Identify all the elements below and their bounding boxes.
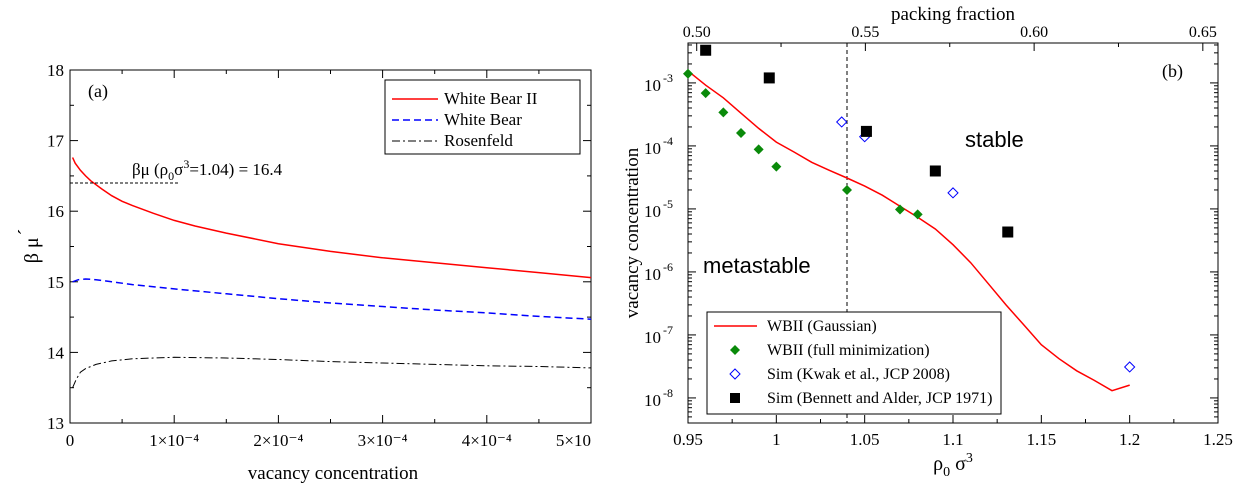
legend-label-sim-kwak: Sim (Kwak et al., JCP 2008) (767, 366, 950, 383)
point-sim-bennett-and-alder-jcp-1971 (700, 44, 712, 56)
point-sim-bennett-and-alder-jcp-1971 (763, 72, 775, 84)
y-tick-exponent-b: -8 (663, 386, 673, 400)
series-group-a (71, 157, 592, 388)
legend-a: White Bear II White Bear Rosenfeld (384, 79, 581, 155)
y-tick-label-a: 13 (47, 414, 64, 433)
point-wbii-full-minimization (700, 88, 711, 99)
x-tick-label-b: 1 (772, 430, 781, 449)
y-ticks-b: 10-810-710-610-510-410-3 (644, 44, 1218, 424)
legend-b: WBII (Gaussian) WBII (full minimization)… (706, 311, 1002, 415)
y-tick-label-a: 18 (47, 61, 64, 80)
legend-swatch-wbii-full (730, 345, 740, 355)
legend-label-white-bear: White Bear (444, 110, 522, 129)
region-label-stable: stable (965, 127, 1024, 152)
legend-label-sim-bennett: Sim (Bennett and Alder, JCP 1971) (767, 390, 992, 407)
x-tick-label-b: 1.15 (1026, 430, 1056, 449)
top-x-tick-label-b: 0.65 (1189, 24, 1217, 41)
panel-label-a: (a) (88, 81, 108, 102)
point-wbii-full-minimization (842, 184, 852, 195)
y-tick-label-b: 10 (644, 265, 661, 284)
legend-label-wbii-full: WBII (full minimization) (767, 342, 930, 359)
top-x-ticks-b: 0.50 0.55 0.60 0.65 (683, 24, 1217, 51)
x-ticks-b: 0.95 1 1.05 1.1 1.15 1.2 1.25 (673, 415, 1233, 449)
y-ticks-a: 13 14 15 16 17 18 (47, 61, 591, 433)
x-tick-label-b: 1.2 (1119, 430, 1140, 449)
top-x-axis-label-b: packing fraction (891, 4, 1015, 25)
x-tick-label-b: 1.1 (942, 430, 963, 449)
point-sim-bennett-and-alder-jcp-1971 (929, 165, 941, 177)
y-tick-label-a: 15 (47, 273, 64, 292)
point-sim-bennett-and-alder-jcp-1971 (1002, 226, 1014, 238)
point-sim-kwak-et-al-jcp-2008 (1123, 361, 1136, 373)
y-tick-label-b: 10 (644, 139, 661, 158)
svg-text:β μ´: β μ´ (15, 229, 43, 264)
y-tick-exponent-b: -5 (663, 197, 673, 211)
y-tick-label-b: 10 (644, 202, 661, 221)
top-x-tick-label-b: 0.60 (1020, 24, 1048, 41)
y-tick-exponent-b: -6 (663, 260, 673, 274)
y-axis-label-b: vacancy concentration (622, 147, 643, 318)
legend-box-b (706, 311, 1002, 415)
point-wbii-full-minimization (771, 161, 782, 172)
x-tick-label-b: 1.25 (1203, 430, 1233, 449)
y-tick-exponent-b: -3 (663, 71, 673, 85)
point-wbii-full-minimization (683, 68, 693, 79)
point-wbii-full-minimization (736, 128, 746, 139)
legend-label-wbii-gaussian: WBII (Gaussian) (767, 318, 877, 335)
y-tick-exponent-b: -7 (663, 323, 673, 337)
point-sim-kwak-et-al-jcp-2008 (835, 116, 848, 128)
y-tick-label-a: 16 (47, 202, 64, 221)
point-wbii-full-minimization (912, 209, 923, 220)
x-tick-label-a: 1×10⁻⁴ (149, 431, 199, 450)
x-tick-label-a: 4×10⁻⁴ (462, 431, 512, 450)
y-tick-exponent-b: -4 (663, 134, 673, 148)
legend-swatch-sim-kwak (729, 368, 741, 380)
point-sim-bennett-and-alder-jcp-1971 (860, 125, 872, 137)
series-line-rosenfeld (72, 356, 592, 388)
x-tick-label-a: 3×10⁻⁴ (358, 431, 408, 450)
x-tick-label-b: 1.05 (850, 430, 880, 449)
legend-label-white-bear-ii: White Bear II (444, 89, 538, 108)
legend-box-a (384, 79, 581, 155)
y-axis-label-a: β μ´ (15, 229, 43, 264)
point-wbii-full-minimization (895, 204, 905, 215)
annotation-text: βμ (ρ0σ3=1.04) = 16.4 (132, 157, 283, 183)
x-tick-label-b: 0.95 (673, 430, 703, 449)
x-ticks-a: 0 1×10⁻⁴ 2×10⁻⁴ 3×10⁻⁴ 4×10⁻⁴ 5×10 (66, 70, 592, 450)
series-line-wbii-gaussian (687, 70, 1130, 392)
y-tick-label-b: 10 (644, 328, 661, 347)
x-axis-label-a: vacancy concentration (248, 463, 419, 484)
y-tick-label-a: 14 (47, 343, 65, 362)
y-tick-label-b: 10 (644, 76, 661, 95)
series-group-b (683, 44, 1136, 392)
panel-b: 10-810-710-610-510-410-3 0.95 1 1.05 1.1 1.1… (622, 4, 1233, 480)
x-tick-label-a: 5×10 (556, 431, 591, 450)
point-wbii-full-minimization (718, 107, 729, 118)
region-label-metastable: metastable (703, 253, 811, 278)
point-sim-kwak-et-al-jcp-2008 (947, 187, 959, 199)
y-tick-label-b: 10 (644, 391, 661, 410)
legend-swatch-sim-bennett (730, 393, 740, 403)
panel-label-b: (b) (1162, 61, 1183, 82)
series-line-white-bear (72, 278, 592, 320)
x-axis-label-b: ρ0 σ3 (933, 451, 973, 480)
x-tick-label-a: 0 (66, 431, 75, 450)
series-line-white-bear-ii (71, 157, 592, 279)
x-tick-label-a: 2×10⁻⁴ (253, 431, 303, 450)
top-x-tick-label-b: 0.50 (683, 24, 711, 41)
top-x-tick-label-b: 0.55 (851, 24, 879, 41)
legend-label-rosenfeld: Rosenfeld (444, 131, 513, 150)
point-wbii-full-minimization (753, 144, 764, 155)
panel-a: 13 14 15 16 17 18 0 1×10⁻⁴ 2×10⁻⁴ 3×10⁻⁴ 4×10⁻⁴ 5×… (15, 61, 592, 484)
y-tick-label-a: 17 (47, 132, 65, 151)
